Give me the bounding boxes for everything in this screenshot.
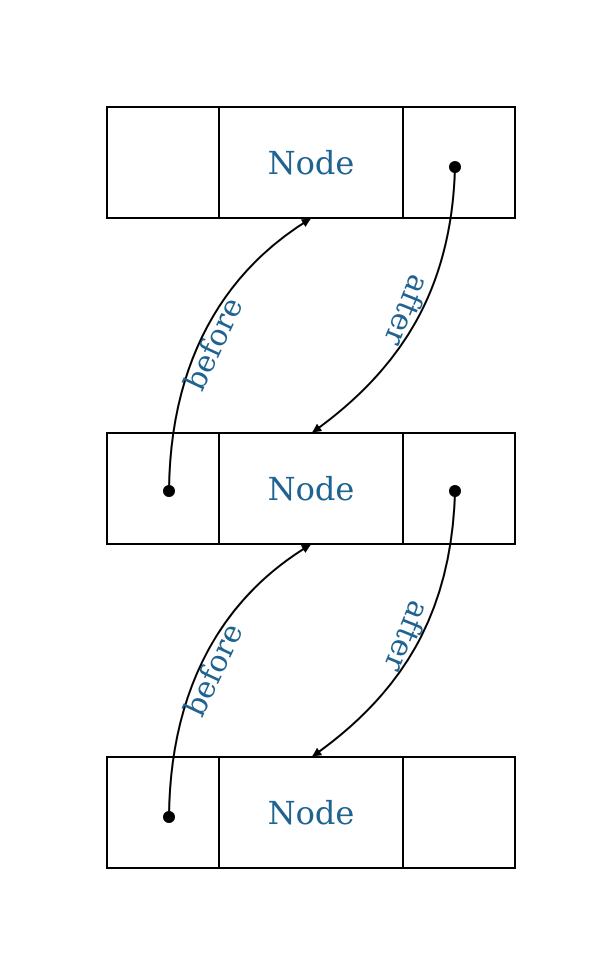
- node-0-box: [106, 106, 516, 219]
- node-1-box: [106, 432, 516, 545]
- node-2-label: Node: [268, 794, 355, 832]
- edge-3-after-arrow: [312, 490, 456, 757]
- node-0-label: Node: [268, 144, 355, 182]
- edge-2-label: before: [177, 618, 250, 722]
- edge-1-after-arrow: [312, 166, 456, 433]
- edge-1-label: after: [376, 270, 436, 352]
- node-1: Node: [106, 432, 516, 545]
- edge-0-before-arrow: [168, 218, 311, 492]
- edge-0-label: before: [177, 292, 250, 396]
- edge-3-label: after: [376, 596, 436, 678]
- node-2: Node: [106, 756, 516, 869]
- edge-2-before-arrow: [168, 544, 311, 818]
- node-2-box: [106, 756, 516, 869]
- node-1-label: Node: [268, 470, 355, 508]
- node-0: Node: [106, 106, 516, 219]
